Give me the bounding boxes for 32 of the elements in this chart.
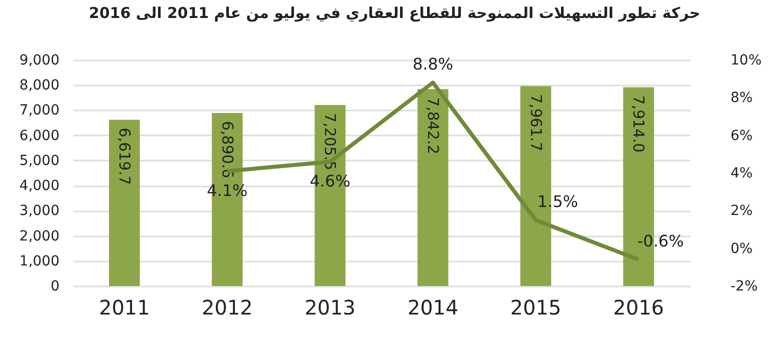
y2-tick-label: -2%	[730, 278, 758, 294]
data-label: 7,914.0	[630, 95, 648, 153]
x-tick-label: 2015	[510, 296, 562, 320]
bar	[108, 120, 140, 286]
bar	[417, 89, 448, 286]
data-label: 6,619.7	[115, 128, 134, 186]
y-tick-label: 4,000	[19, 178, 60, 194]
y2-tick-label: 6%	[730, 128, 753, 144]
x-tick-label: 2014	[407, 296, 458, 320]
x-tick-label: 2011	[98, 296, 150, 320]
x-tick-label: 2012	[202, 296, 253, 320]
y-tick-label: 3,000	[19, 203, 60, 220]
y-tick-label: 9,000	[19, 52, 60, 68]
chart-title: حركة تطور التسهيلات الممنوحة للقطاع العقاري في يوليو من عام 2011 الى 2016	[88, 4, 700, 22]
x-tick-label: 2016	[613, 296, 664, 320]
y-tick-label: 8,000	[19, 78, 60, 94]
data-label: 7,961.7	[526, 94, 545, 152]
y-tick-label: 6,000	[19, 128, 60, 144]
y-tick-label: 7,000	[19, 102, 60, 119]
y2-tick-label: 2%	[730, 203, 753, 220]
y2-tick-label: 8%	[730, 90, 753, 106]
y2-tick-label: 0%	[730, 240, 753, 257]
data-label: 7,205.5	[321, 113, 340, 170]
y2-tick-label: 4%	[730, 166, 753, 182]
y-tick-label: 5,000	[19, 152, 60, 169]
x-tick-label: 2013	[304, 296, 356, 320]
y-tick-label: 0	[50, 278, 60, 294]
y2-tick-label: 10%	[730, 52, 762, 68]
data-label: 7,842.2	[424, 97, 442, 154]
data-label: 8.8%	[412, 54, 454, 74]
y-tick-label: 1,000	[19, 253, 60, 270]
y-tick-label: 2,000	[19, 228, 60, 244]
